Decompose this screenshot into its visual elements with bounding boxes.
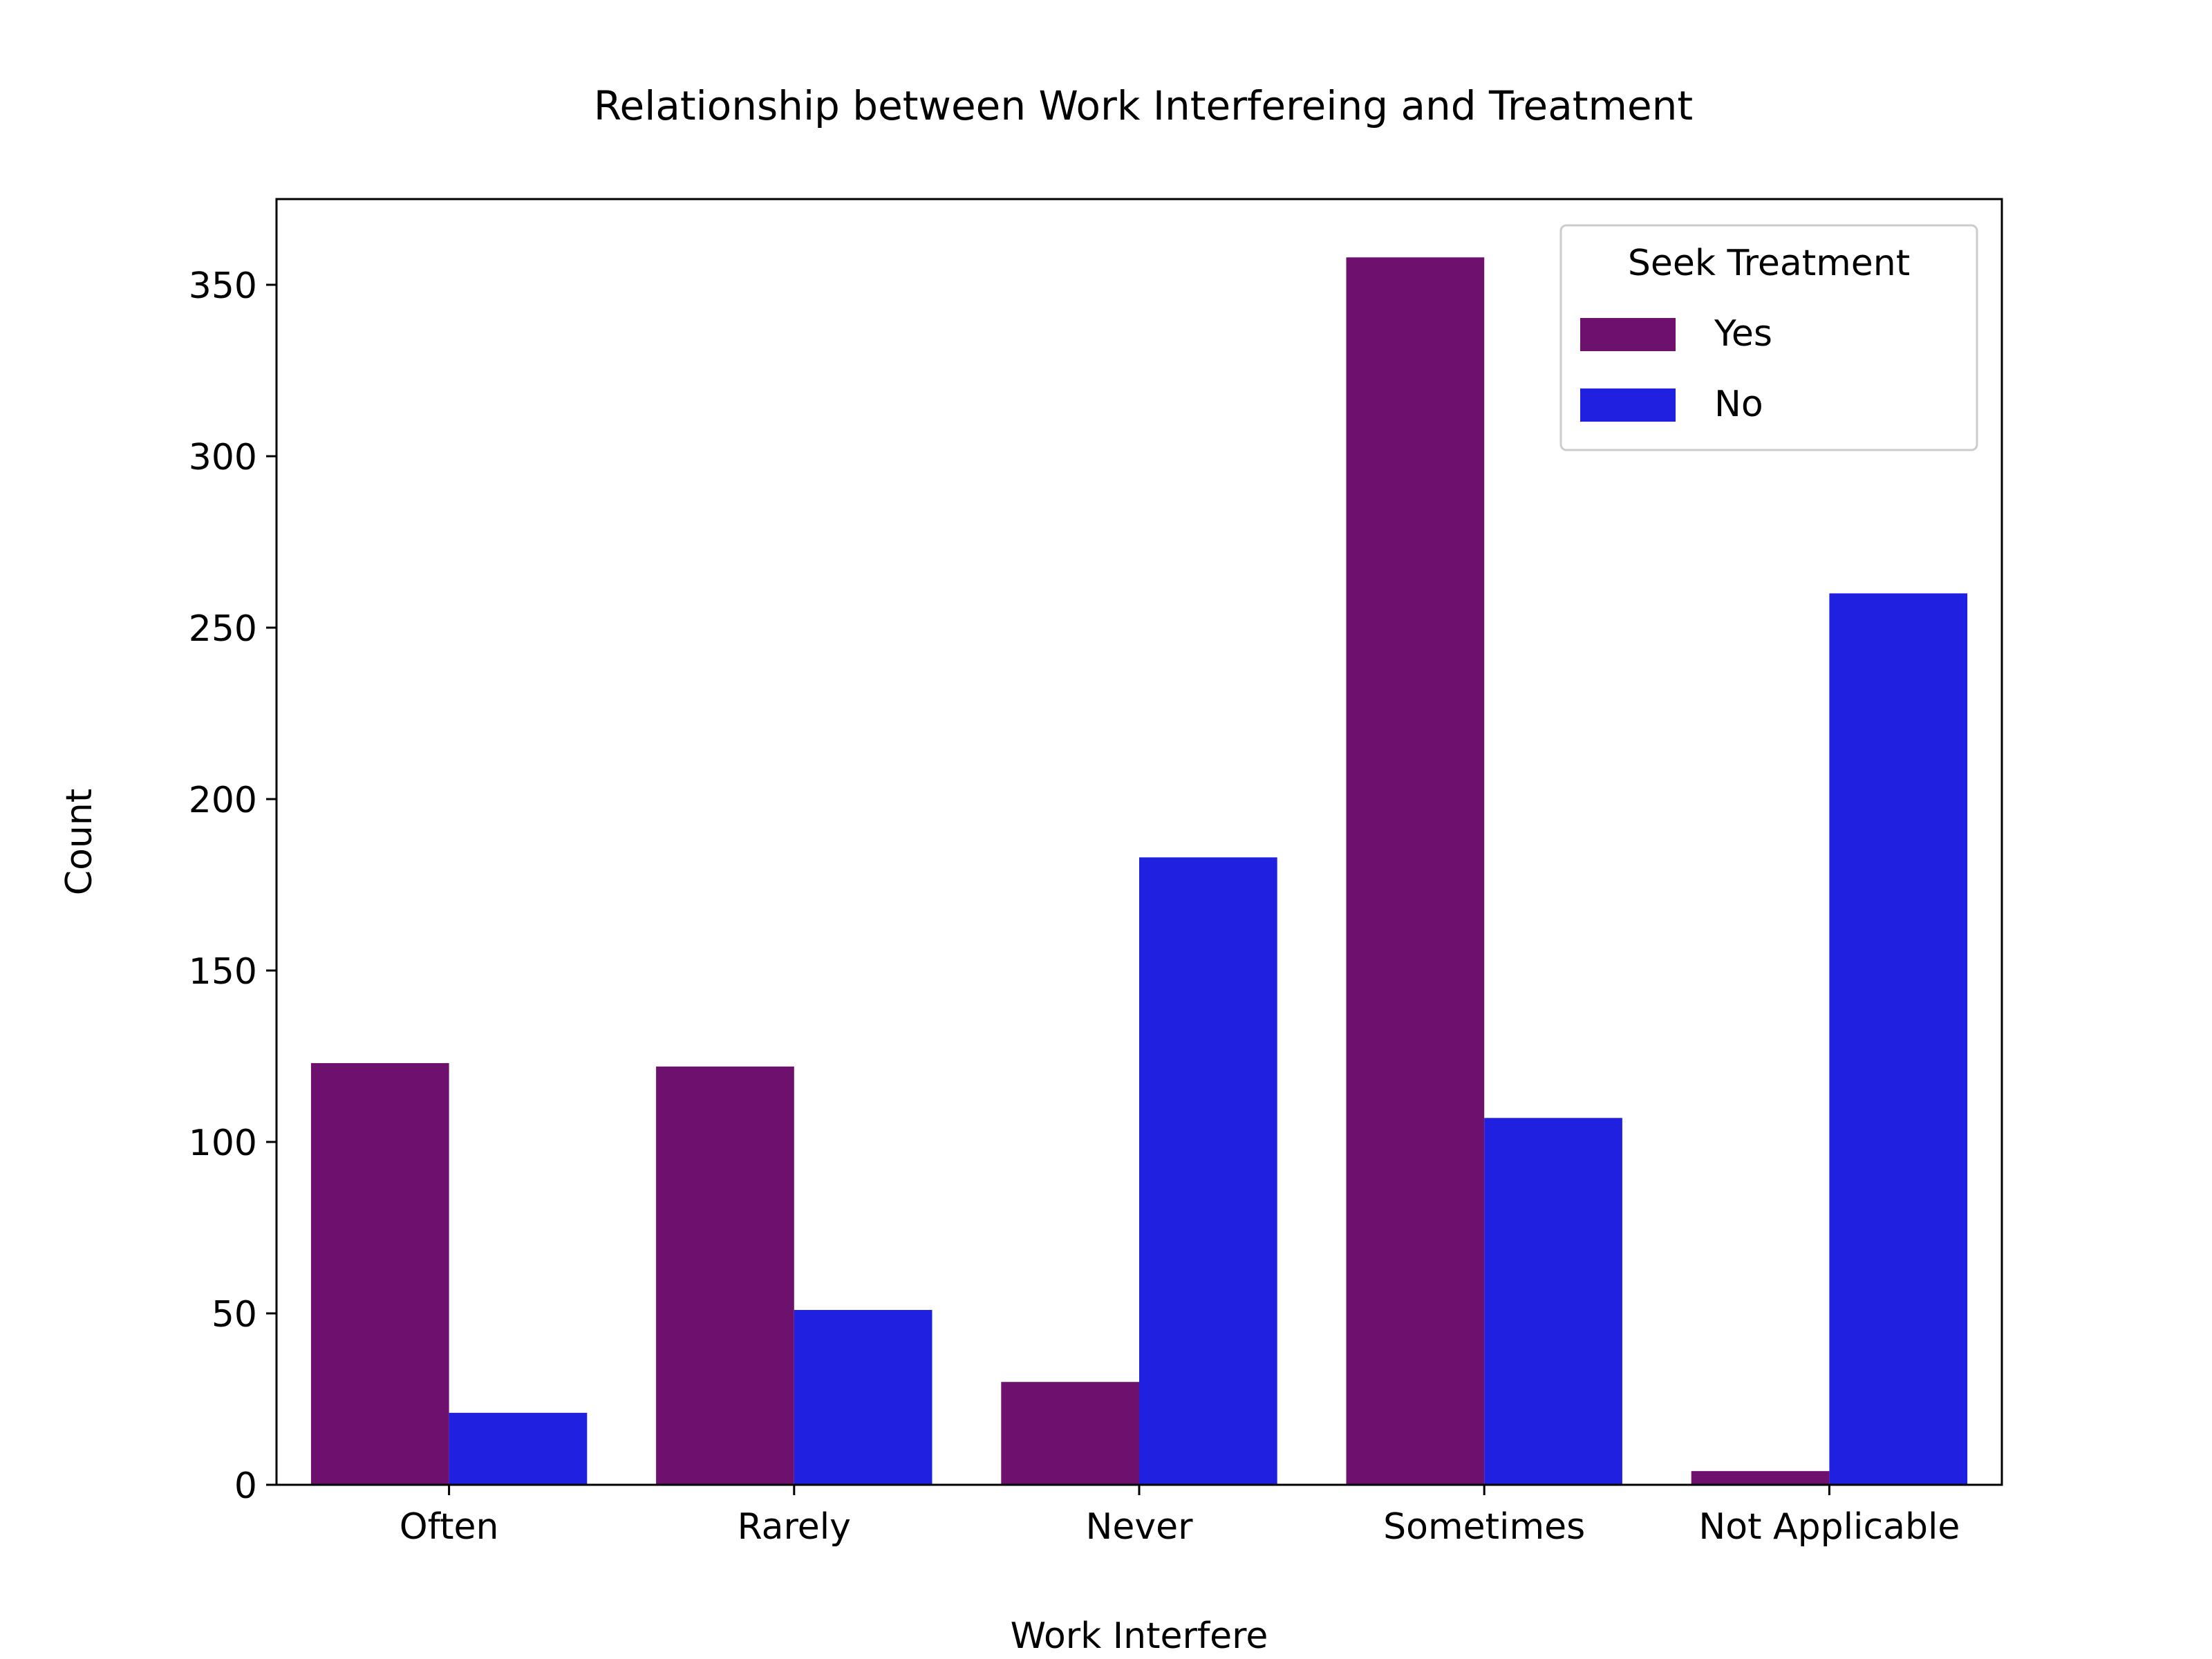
y-tick-label: 0: [234, 1465, 257, 1507]
x-tick-label: Rarely: [738, 1506, 851, 1548]
x-axis-label: Work Interfere: [1011, 1615, 1268, 1657]
bar-never-yes: [1001, 1382, 1139, 1485]
y-tick-label: 250: [189, 608, 257, 650]
x-tick-label: Sometimes: [1383, 1506, 1585, 1548]
legend-label-no: No: [1714, 384, 1763, 425]
chart-title: Relationship between Work Interfereing a…: [594, 82, 1693, 129]
x-tick-label: Never: [1085, 1506, 1193, 1548]
bar-never-no: [1139, 857, 1277, 1485]
x-axis-ticks: Often Rarely Never Sometimes Not Applicable: [400, 1485, 1960, 1548]
y-axis-ticks: 0 50 100 150 200 250 300 350: [189, 265, 276, 1507]
bar-often-no: [449, 1412, 588, 1485]
bar-rarely-yes: [656, 1066, 794, 1485]
bar-rarely-no: [794, 1310, 932, 1485]
bar-sometimes-yes: [1346, 257, 1485, 1485]
bars-group: [310, 257, 1968, 1485]
legend-title: Seek Treatment: [1628, 243, 1910, 284]
bar-sometimes-no: [1484, 1118, 1622, 1485]
y-axis-label: Count: [59, 789, 100, 895]
y-tick-label: 200: [189, 780, 257, 821]
bar-not-applicable-no: [1829, 593, 1968, 1485]
x-tick-label: Not Applicable: [1698, 1506, 1960, 1548]
y-tick-label: 100: [189, 1123, 257, 1164]
legend-swatch-yes: [1580, 318, 1676, 351]
bar-often-yes: [310, 1062, 449, 1485]
y-tick-label: 300: [189, 437, 257, 478]
x-tick-label: Often: [400, 1506, 499, 1548]
legend-label-yes: Yes: [1714, 313, 1772, 355]
bar-not-applicable-yes: [1691, 1471, 1830, 1485]
legend: Seek Treatment Yes No: [1559, 224, 1978, 451]
y-tick-label: 50: [212, 1294, 257, 1335]
y-tick-label: 350: [189, 265, 257, 307]
y-tick-label: 150: [189, 951, 257, 993]
legend-swatch-no: [1580, 388, 1676, 422]
plot-frame: [275, 198, 2003, 1486]
